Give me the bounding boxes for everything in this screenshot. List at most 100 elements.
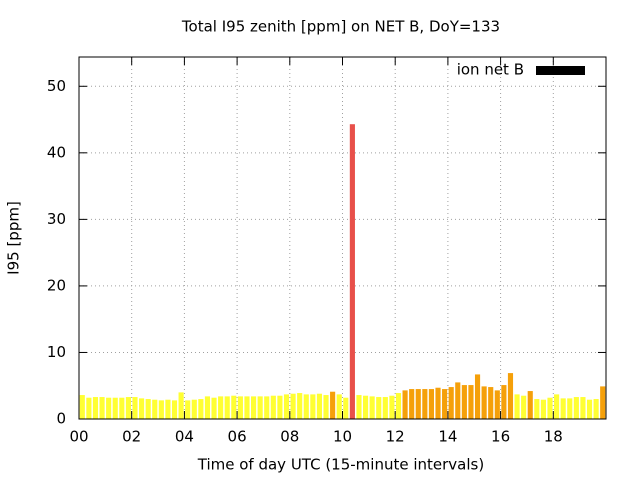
bar (600, 386, 606, 419)
bar (534, 399, 540, 419)
bar (501, 385, 507, 419)
bar (231, 395, 237, 419)
x-tick-label: 10 (333, 428, 352, 446)
bar (158, 400, 164, 419)
bar (211, 397, 217, 419)
bar (448, 387, 454, 419)
bar (382, 397, 388, 419)
bar (514, 394, 520, 419)
x-tick-label: 04 (175, 428, 194, 446)
bar (191, 399, 197, 419)
bar (527, 391, 533, 419)
bar (218, 396, 224, 419)
bar (112, 397, 118, 419)
bar (422, 389, 428, 419)
bar (303, 394, 309, 419)
x-tick-label: 18 (544, 428, 563, 446)
bar (580, 397, 586, 419)
bar (494, 390, 500, 419)
bar (507, 373, 514, 419)
bar (547, 397, 553, 419)
y-axis-label: I95 [ppm] (5, 201, 23, 275)
y-tick-label: 20 (47, 276, 66, 294)
bar (554, 394, 560, 419)
bar (250, 396, 257, 419)
y-tick-label: 0 (56, 410, 66, 428)
x-tick-label: 02 (122, 428, 141, 446)
bar (521, 395, 527, 419)
y-tick-label: 30 (47, 210, 66, 228)
bar (415, 389, 421, 419)
x-tick-label: 06 (228, 428, 247, 446)
bar (369, 396, 375, 419)
bar (165, 399, 171, 419)
bar (106, 397, 112, 419)
y-tick-label: 40 (47, 143, 66, 161)
bar (349, 124, 355, 419)
legend-label: ion net B (457, 61, 524, 79)
bar (395, 393, 402, 419)
bar (461, 385, 467, 419)
y-tick-label: 10 (47, 343, 66, 361)
bar (125, 397, 131, 419)
bar (270, 395, 276, 419)
bar (560, 398, 566, 419)
bar (389, 395, 395, 419)
x-axis-label: Time of day UTC (15-minute intervals) (197, 456, 484, 474)
bar (178, 392, 184, 419)
bar (586, 399, 593, 419)
bar (356, 395, 362, 419)
bar (474, 374, 481, 419)
chart-title: Total I95 zenith [ppm] on NET B, DoY=133 (181, 18, 500, 36)
bar (237, 396, 243, 419)
bar (204, 396, 211, 419)
bar (468, 385, 474, 419)
bar (139, 398, 145, 419)
bar (86, 397, 92, 419)
bar (152, 399, 158, 419)
bar (257, 396, 263, 419)
bar (92, 397, 99, 419)
bar (435, 387, 441, 419)
bar (264, 396, 270, 419)
bar (402, 390, 408, 419)
x-tick-label: 00 (69, 428, 88, 446)
x-tick-label: 16 (491, 428, 510, 446)
bar (290, 393, 296, 419)
bar (277, 395, 283, 419)
bar (362, 395, 369, 419)
bar (593, 399, 599, 419)
bar (488, 387, 494, 419)
bar (343, 397, 349, 419)
bar (481, 386, 487, 419)
legend-swatch (536, 66, 585, 75)
bar (119, 397, 125, 419)
x-tick-label: 08 (280, 428, 299, 446)
bar (428, 389, 435, 419)
bar (573, 397, 579, 419)
bar (409, 389, 415, 419)
bar (310, 394, 316, 419)
bar (79, 395, 85, 419)
bar (283, 394, 290, 419)
bar (567, 398, 573, 419)
bar (540, 399, 546, 419)
bar (336, 394, 342, 419)
bar (171, 400, 178, 419)
bar (145, 399, 151, 419)
bar (316, 393, 323, 419)
bar (297, 393, 303, 419)
bar (442, 389, 448, 419)
bar (244, 396, 250, 419)
bar (198, 399, 204, 419)
bar (455, 382, 461, 419)
plot-frame (78, 56, 607, 420)
bar (132, 397, 138, 419)
y-tick-label: 50 (47, 77, 66, 95)
bar (376, 397, 382, 419)
bar (99, 397, 105, 419)
bar (224, 396, 230, 419)
bar (185, 400, 191, 419)
x-tick-label: 12 (386, 428, 405, 446)
